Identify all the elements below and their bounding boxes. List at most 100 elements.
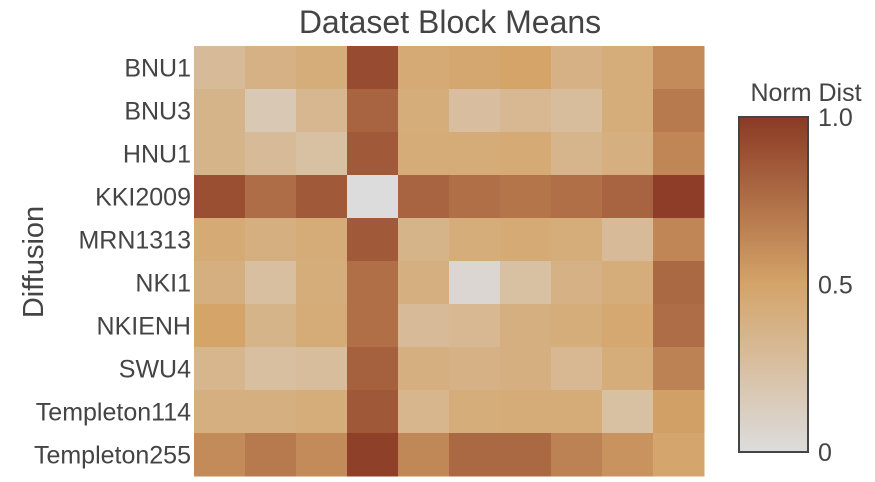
- row-tick-label: Templeton255: [34, 442, 191, 470]
- heatmap-cell: [449, 46, 501, 90]
- heatmap-cell: [449, 390, 501, 434]
- heatmap-cell: [551, 175, 603, 219]
- heatmap-cell: [449, 261, 501, 305]
- heatmap-cell: [194, 433, 246, 477]
- heatmap-cell: [194, 89, 246, 133]
- heatmap-cell: [245, 175, 297, 219]
- heatmap-cell: [347, 304, 399, 348]
- heatmap-cell: [551, 132, 603, 176]
- heatmap-cell: [500, 433, 552, 477]
- heatmap-cell: [551, 261, 603, 305]
- heatmap-cell: [449, 304, 501, 348]
- heatmap-cell: [449, 433, 501, 477]
- heatmap-cell: [347, 261, 399, 305]
- heatmap-cell: [245, 433, 297, 477]
- heatmap-cell: [347, 218, 399, 262]
- heatmap-cell: [653, 261, 705, 305]
- row-tick-label: SWU4: [119, 356, 191, 384]
- row-tick-label: BNU3: [124, 98, 191, 126]
- heatmap-cell: [245, 390, 297, 434]
- heatmap-cell: [602, 390, 654, 434]
- heatmap-cell: [653, 304, 705, 348]
- heatmap-cell: [602, 347, 654, 391]
- heatmap-cell: [653, 89, 705, 133]
- colorbar-tick-label: 0.5: [818, 272, 853, 300]
- heatmap-cell: [551, 304, 603, 348]
- heatmap-cell: [296, 132, 348, 176]
- heatmap-cell: [602, 46, 654, 90]
- heatmap-cell: [347, 46, 399, 90]
- row-tick-label: Templeton114: [36, 399, 191, 427]
- heatmap-cell: [347, 390, 399, 434]
- heatmap-cell: [347, 347, 399, 391]
- heatmap-cell: [602, 304, 654, 348]
- heatmap-cell: [194, 304, 246, 348]
- heatmap-cell: [500, 89, 552, 133]
- heatmap-cell: [347, 433, 399, 477]
- heatmap-cell: [398, 347, 450, 391]
- heatmap-cell: [194, 218, 246, 262]
- heatmap-cell: [296, 390, 348, 434]
- chart-title: Dataset Block Means: [299, 4, 601, 40]
- heatmap-cell: [602, 218, 654, 262]
- row-tick-label: MRN1313: [78, 227, 191, 255]
- heatmap-cell: [296, 175, 348, 219]
- heatmap-cell: [551, 433, 603, 477]
- heatmap-cell: [398, 261, 450, 305]
- row-tick-label: HNU1: [123, 141, 191, 169]
- colorbar-title: Norm Dist: [750, 79, 861, 107]
- colorbar: [738, 116, 809, 453]
- heatmap-cell: [398, 132, 450, 176]
- heatmap-cell: [500, 261, 552, 305]
- heatmap-cell: [551, 390, 603, 434]
- heatmap-cell: [194, 46, 246, 90]
- heatmap-cell: [296, 261, 348, 305]
- heatmap-cell: [602, 89, 654, 133]
- heatmap-cell: [296, 46, 348, 90]
- heatmap-cell: [245, 46, 297, 90]
- row-tick-label: NKI1: [135, 270, 191, 298]
- heatmap-cell: [398, 46, 450, 90]
- heatmap-cell: [398, 89, 450, 133]
- heatmap-cell: [347, 89, 399, 133]
- heatmap-cell: [500, 175, 552, 219]
- heatmap-cell: [551, 89, 603, 133]
- heatmap-cell: [653, 433, 705, 477]
- heatmap-cell: [347, 132, 399, 176]
- heatmap-cell: [602, 132, 654, 176]
- heatmap-cell: [296, 218, 348, 262]
- heatmap-cell: [551, 347, 603, 391]
- row-tick-labels: BNU1 BNU3 HNU1 KKI2009 MRN1313 NKI1 NKIENH SWU4…: [34, 55, 191, 470]
- heatmap-cell: [449, 89, 501, 133]
- heatmap-cell: [449, 347, 501, 391]
- heatmap-cell: [296, 304, 348, 348]
- row-tick-label: KKI2009: [95, 184, 191, 212]
- heatmap-cell: [551, 46, 603, 90]
- heatmap-cell: [602, 433, 654, 477]
- heatmap-cell: [398, 175, 450, 219]
- heatmap-cell: [500, 218, 552, 262]
- heatmap-cell: [500, 390, 552, 434]
- heatmap-cell: [551, 218, 603, 262]
- heatmap-cell: [347, 175, 399, 219]
- heatmap-cell: [245, 218, 297, 262]
- heatmap-cell: [500, 132, 552, 176]
- heatmap-cell: [245, 304, 297, 348]
- heatmap-cell: [296, 89, 348, 133]
- heatmap-cell: [653, 218, 705, 262]
- heatmap-cell: [398, 218, 450, 262]
- heatmap-cell: [245, 261, 297, 305]
- heatmap-cell: [449, 132, 501, 176]
- heatmap-cell: [449, 175, 501, 219]
- heatmap-cell: [245, 132, 297, 176]
- heatmap-cell: [194, 175, 246, 219]
- heatmap-cell: [653, 132, 705, 176]
- heatmap-cell: [245, 89, 297, 133]
- heatmap-cell: [296, 433, 348, 477]
- heatmap-cell: [245, 347, 297, 391]
- heatmap-cell: [653, 347, 705, 391]
- heatmap-cell: [398, 433, 450, 477]
- row-tick-label: NKIENH: [97, 313, 191, 341]
- colorbar-tick-label: 0: [818, 439, 832, 467]
- heatmap-cell: [653, 390, 705, 434]
